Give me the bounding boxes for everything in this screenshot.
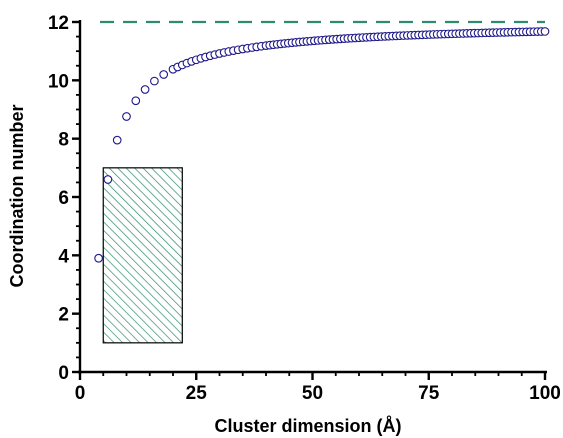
data-point	[94, 253, 103, 263]
x-tick-label: 50	[302, 383, 323, 404]
data-point	[103, 175, 113, 184]
data-point	[122, 112, 131, 121]
x-axis-title: Cluster dimension (Å)	[214, 416, 401, 436]
y-axis-title: Coordination number	[7, 105, 27, 288]
y-tick-label: 6	[58, 188, 69, 209]
data-point	[159, 70, 169, 79]
data-point	[140, 85, 150, 94]
x-tick-label: 75	[418, 383, 440, 404]
y-tick-label: 10	[48, 71, 69, 92]
data-point	[150, 76, 159, 86]
data-point	[540, 27, 550, 36]
x-tick-label: 100	[529, 383, 561, 404]
y-tick-label: 12	[48, 13, 69, 34]
data-point	[131, 96, 141, 106]
y-tick-label: 2	[58, 305, 69, 326]
y-tick-label: 8	[58, 130, 69, 151]
x-tick-label: 0	[75, 383, 86, 404]
x-tick-label: 25	[186, 383, 208, 404]
shaded-region	[102, 167, 183, 344]
y-tick-label: 4	[58, 246, 69, 267]
data-point	[112, 135, 122, 145]
y-tick-label: 0	[58, 363, 69, 384]
